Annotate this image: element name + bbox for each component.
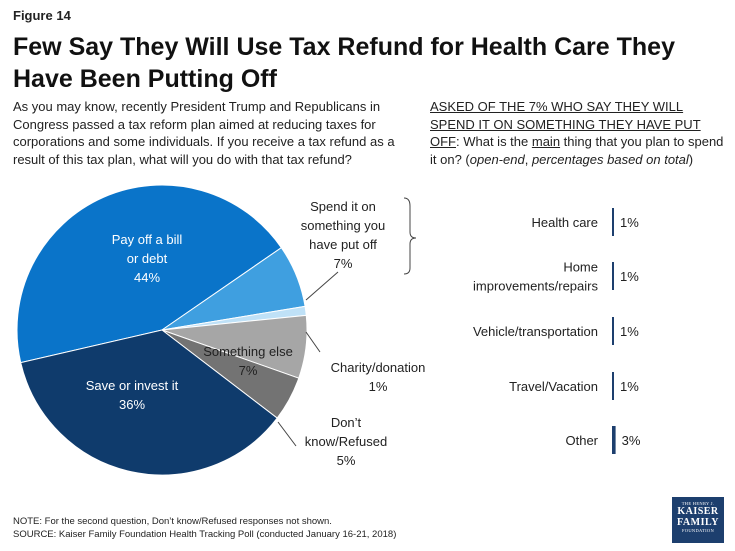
pie-chart: [16, 184, 308, 476]
sub-question-text-after: thing that you plan to spend it on?: [430, 134, 724, 167]
bar-4: [612, 426, 616, 454]
pie-label-something-else: Something else 7%: [203, 344, 293, 378]
pie-label-pay-off: Pay off a bill or debt 44%: [112, 232, 183, 285]
bar-value-label-3: 1%: [620, 379, 639, 394]
bar-2: [612, 317, 614, 345]
sub-question-emphasis: main: [531, 134, 561, 149]
sub-question: ASKED OF THE 7% WHO SAY THEY WILL SPEND …: [430, 99, 724, 167]
sub-question-note-2: percentages based on total: [531, 151, 689, 167]
logo-line-3: FAMILY: [677, 517, 719, 528]
logo-line-4: FOUNDATION: [682, 528, 714, 533]
bar-chart: Health care 1% Home improvements/repairs 1% V…: [473, 208, 641, 454]
bar-1: [612, 262, 614, 290]
kff-logo: THE HENRY J. KAISER FAMILY FOUNDATION: [672, 497, 724, 543]
pie-slice-5: [20, 329, 278, 476]
bar-category-label-2: Vehicle/transportation: [473, 324, 598, 339]
leader-lines: [277, 197, 417, 447]
sub-question-header: ASKED OF THE 7% WHO SAY THEY WILL SPEND …: [430, 99, 701, 149]
bar-category-label-1: Home improvements/repairs: [473, 260, 598, 294]
bar-category-label-0: Health care: [532, 215, 598, 230]
logo-line-1: THE HENRY J.: [681, 501, 715, 506]
footer-note: NOTE: For the second question, Don’t kno…: [13, 516, 332, 527]
leader-line-dont-know: [277, 421, 297, 447]
bracket: [403, 197, 417, 275]
footer-source: SOURCE: Kaiser Family Foundation Health …: [13, 529, 397, 540]
bar-value-label-4: 3%: [622, 433, 641, 448]
bar-category-label-3: Travel/Vacation: [509, 379, 598, 394]
pie-label-save: Save or invest it 36%: [86, 378, 179, 412]
sub-question-note-comma: ,: [524, 151, 532, 167]
bar-0: [612, 208, 614, 236]
bar-value-label-1: 1%: [620, 269, 639, 284]
leader-line-charity: [305, 331, 321, 353]
bar-3: [612, 372, 614, 400]
pie-labels: Pay off a bill or debt 44% Save or invest …: [86, 199, 426, 468]
figure-label: Figure 14: [13, 8, 71, 23]
survey-question: As you may know, recently President Trum…: [13, 99, 395, 167]
sub-question-text-before: : What is the: [456, 134, 532, 149]
bar-value-label-0: 1%: [620, 215, 639, 230]
chart-title: Few Say They Will Use Tax Refund for Hea…: [13, 33, 675, 93]
pie-label-charity: Charity/donation 1%: [331, 360, 426, 394]
pie-label-dont-know: Don’t know/Refused 5%: [305, 415, 387, 468]
leader-line-put-off: [305, 271, 339, 301]
bar-category-label-4: Other: [565, 433, 598, 448]
pie-slice-0: [16, 184, 283, 364]
pie-label-put-off: Spend it on something you have put off 7%: [301, 199, 386, 271]
logo-line-2: KAISER: [677, 506, 719, 517]
footer-notes: NOTE: For the second question, Don’t kno…: [13, 515, 396, 541]
bar-value-label-2: 1%: [620, 324, 639, 339]
sub-question-note-1: open-end: [469, 151, 525, 167]
